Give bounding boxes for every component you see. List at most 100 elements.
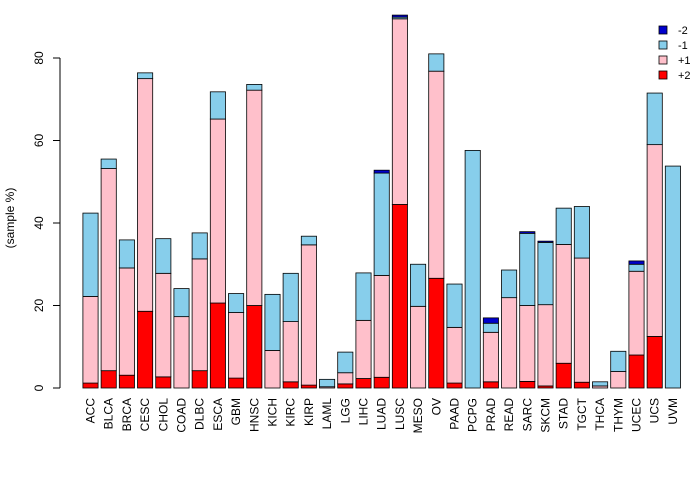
bar-luad-plus2 <box>373 376 390 389</box>
legend-swatch <box>658 25 668 35</box>
bar-skcm-plus1 <box>537 304 554 387</box>
bar-laml-minus1 <box>319 378 336 388</box>
y-tick-label: 80 <box>32 51 46 65</box>
bar-kirp-plus2 <box>300 384 317 389</box>
bar-lihc-plus1 <box>355 319 372 379</box>
legend-label: -2 <box>678 25 688 37</box>
x-axis: ACC BLCA BRCA CESC CHOL COAD DLBC ESCA GBM HNSC KI… <box>84 397 680 433</box>
bar-gbm-minus1 <box>228 293 245 313</box>
bar-acc-plus1 <box>82 296 99 384</box>
x-tick-label: CHOL <box>156 398 170 432</box>
x-tick-label: LUAD <box>375 398 389 430</box>
bar-skcm-minus1 <box>537 241 554 306</box>
bar-luad-minus1 <box>373 172 390 276</box>
bar-blca-plus2 <box>100 370 117 389</box>
bar-cesc-minus1 <box>137 72 154 80</box>
bar-gbm-plus2 <box>228 377 245 389</box>
y-tick-label: 40 <box>32 216 46 230</box>
bar-kich-minus1 <box>264 293 281 351</box>
bar-brca-minus1 <box>118 239 135 269</box>
bar-lusc-plus2 <box>391 204 408 389</box>
bar-ov-plus1 <box>428 70 445 279</box>
bar-sarc-minus1 <box>519 232 536 306</box>
x-tick-label: UCS <box>648 398 662 423</box>
bars-group <box>82 14 681 389</box>
x-tick-label: READ <box>502 398 516 432</box>
y-axis: 0 20 40 60 80 <box>32 51 61 391</box>
legend: -2 -1 +1 +2 <box>658 25 691 82</box>
bar-dlbc-plus2 <box>191 370 208 389</box>
bar-hnsc-minus1 <box>246 84 263 91</box>
bar-brca-plus1 <box>118 267 135 376</box>
bar-chol-plus2 <box>155 376 172 389</box>
bar-kirc-plus1 <box>282 321 299 383</box>
bar-ov-minus1 <box>428 53 445 72</box>
bar-lihc-plus2 <box>355 378 372 389</box>
x-tick-label: STAD <box>557 398 571 429</box>
legend-label: +2 <box>678 70 691 82</box>
bar-paad-minus1 <box>446 283 463 328</box>
bar-tgct-plus1 <box>573 257 590 383</box>
bar-stad-plus2 <box>555 362 572 389</box>
x-tick-label: TGCT <box>575 397 589 430</box>
y-tick-label: 0 <box>32 384 46 391</box>
x-tick-label: SARC <box>520 398 534 432</box>
bar-gbm-plus1 <box>228 312 245 379</box>
x-tick-label: CESC <box>138 398 152 432</box>
bar-ucs-plus1 <box>646 144 663 337</box>
bar-brca-plus2 <box>118 374 135 389</box>
x-tick-label: LIHC <box>357 398 371 426</box>
bar-pcpg-minus1 <box>464 149 481 389</box>
x-tick-label: UVM <box>666 398 680 425</box>
bar-lgg-minus1 <box>337 351 354 374</box>
x-tick-label: MESO <box>411 398 425 433</box>
bar-sarc-plus2 <box>519 380 536 389</box>
bar-prad-minus2 <box>482 317 499 324</box>
bar-chol-minus1 <box>155 238 172 274</box>
bar-lihc-minus1 <box>355 272 372 321</box>
bar-sarc-minus2 <box>519 231 536 234</box>
bar-read-minus1 <box>501 269 518 299</box>
bar-thym-minus1 <box>610 350 627 372</box>
bar-paad-plus1 <box>446 326 463 384</box>
legend-swatch <box>658 55 668 65</box>
legend-swatch <box>658 70 668 80</box>
legend-label: -1 <box>678 40 688 52</box>
bar-esca-plus2 <box>209 302 226 389</box>
x-tick-label: ACC <box>84 398 98 424</box>
bar-sarc-plus1 <box>519 305 536 382</box>
y-tick-label: 60 <box>32 134 46 148</box>
bar-chol-plus1 <box>155 272 172 378</box>
bar-blca-plus1 <box>100 168 117 372</box>
bar-kich-plus1 <box>264 350 281 389</box>
bar-ucec-minus1 <box>628 263 645 272</box>
bar-stad-plus1 <box>555 244 572 364</box>
x-tick-label: HNSC <box>247 398 261 432</box>
bar-ov-plus2 <box>428 277 445 389</box>
x-tick-label: DLBC <box>193 398 207 430</box>
bar-luad-plus1 <box>373 274 390 378</box>
bar-acc-plus2 <box>82 382 99 389</box>
bar-prad-minus1 <box>482 322 499 333</box>
bar-tgct-minus1 <box>573 206 590 259</box>
bar-blca-minus1 <box>100 158 117 169</box>
bar-thym-plus1 <box>610 371 627 389</box>
bar-ucec-minus2 <box>628 260 645 265</box>
x-tick-label: COAD <box>175 398 189 433</box>
y-axis-label: (sample %) <box>3 188 17 249</box>
bar-lusc-minus2 <box>391 14 408 18</box>
bar-dlbc-plus1 <box>191 258 208 372</box>
bar-esca-minus1 <box>209 91 226 120</box>
bar-prad-plus1 <box>482 331 499 383</box>
bar-kirc-plus2 <box>282 381 299 389</box>
x-tick-label: LGG <box>338 398 352 423</box>
bar-paad-plus2 <box>446 382 463 389</box>
x-tick-label: LUSC <box>393 398 407 430</box>
bar-hnsc-plus2 <box>246 305 263 389</box>
y-tick-label: 20 <box>32 299 46 313</box>
bar-tgct-plus2 <box>573 381 590 389</box>
x-tick-label: THCA <box>593 398 607 431</box>
bar-stad-minus1 <box>555 207 572 245</box>
bar-ucs-plus2 <box>646 336 663 389</box>
